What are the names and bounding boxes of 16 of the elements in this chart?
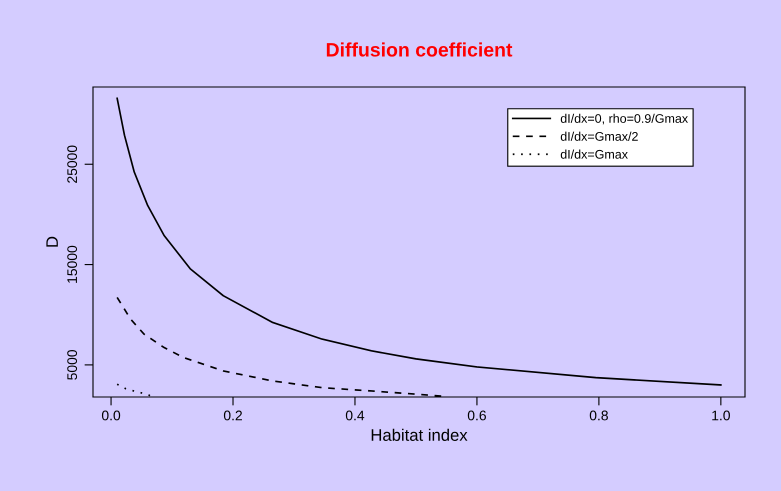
x-tick-label: 0.4 — [346, 410, 364, 420]
legend-label: dI/dx=Gmax/2 — [560, 132, 638, 141]
x-tick-label: 0.6 — [468, 410, 486, 420]
x-tick-label: 0.8 — [590, 410, 608, 420]
y-tick-label: 5000 — [67, 350, 78, 380]
legend-label: dI/dx=0, rho=0.9/Gmax — [560, 114, 688, 124]
x-tick-label: 0.2 — [224, 410, 242, 420]
y-tick-label: 15000 — [67, 246, 78, 283]
chart-title: Diffusion coefficient — [326, 42, 512, 57]
legend-label: dI/dx=Gmax — [560, 150, 628, 159]
x-tick-label: 1.0 — [712, 410, 730, 420]
line-series — [116, 98, 722, 386]
x-tick-label: 0.0 — [102, 410, 120, 420]
y-tick-label: 25000 — [67, 145, 78, 183]
y-axis-title: D — [46, 236, 58, 247]
x-axis-title: Habitat index — [372, 428, 468, 441]
